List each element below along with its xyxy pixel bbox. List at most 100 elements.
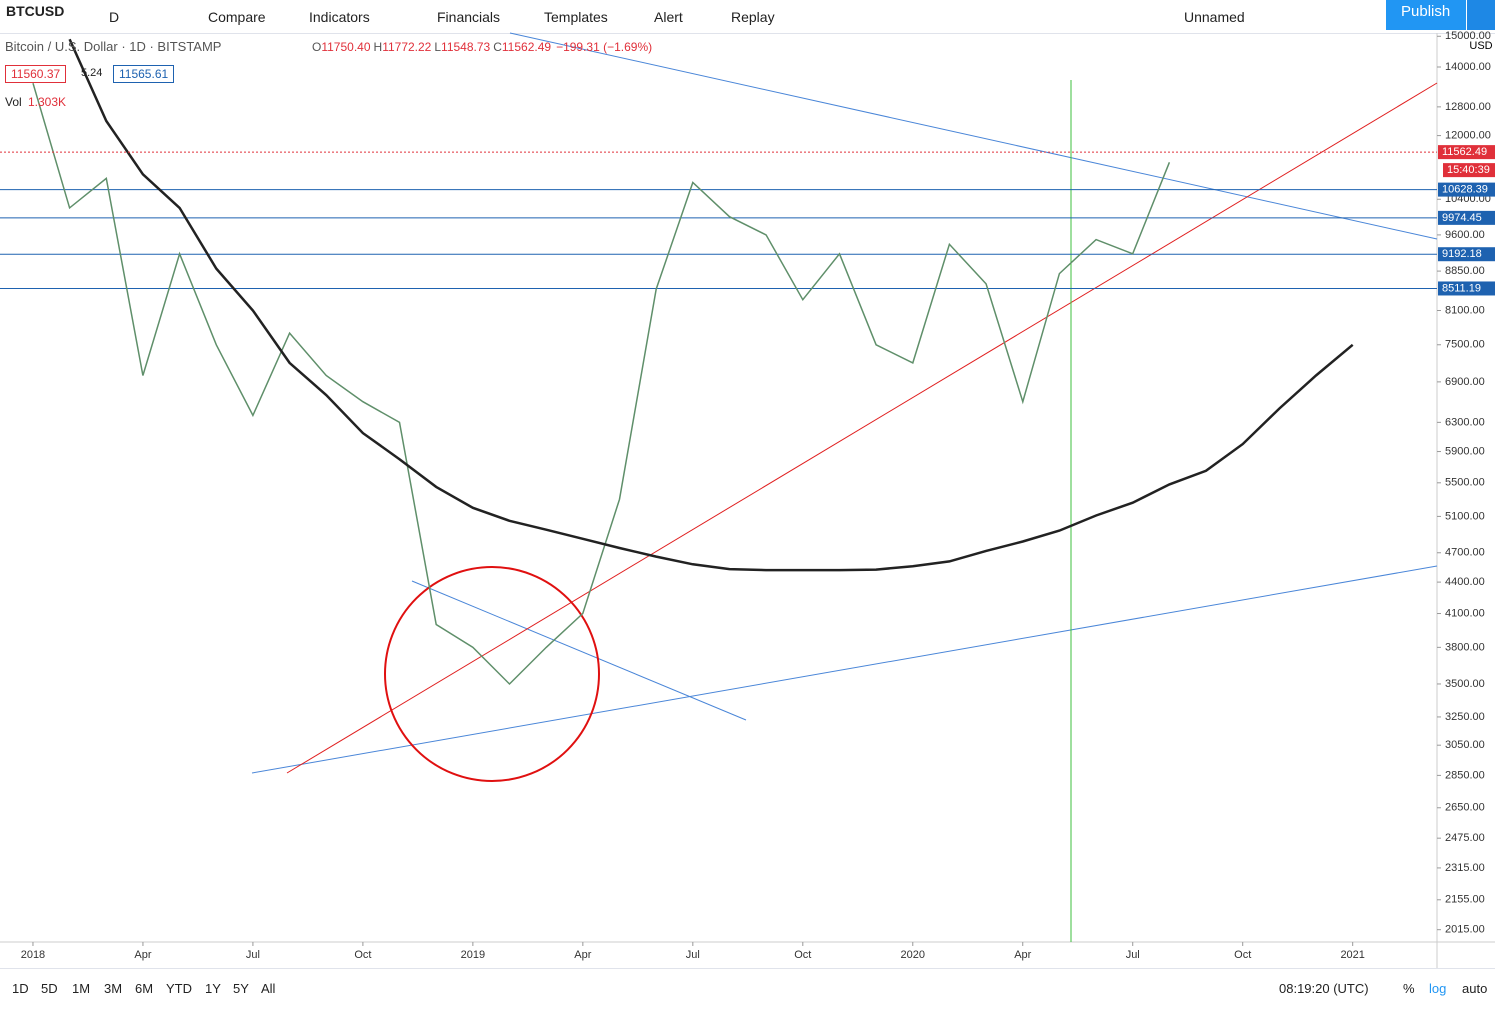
x-tick-label: Oct [794,949,811,961]
level-badge [1438,281,1495,296]
percent-toggle[interactable]: % [1403,981,1415,996]
y-tick-label: 2650.00 [1445,802,1485,814]
x-tick-label: 2020 [901,949,925,961]
y-tick-label: 2475.00 [1445,832,1485,844]
last-price-badge [1438,145,1495,160]
compare[interactable]: Compare [208,9,266,25]
x-tick-label: 2018 [21,949,45,961]
last-price-label: 11562.49 [1442,146,1487,158]
range-button[interactable]: 3M [104,981,123,996]
x-tick-label: 2021 [1340,949,1364,961]
layout-name[interactable]: Unnamed [1184,9,1245,25]
vol-value: 1.303K [28,95,67,109]
highlight-circle [384,566,600,782]
trendline [509,32,1438,240]
range-button[interactable]: 5Y [233,981,249,996]
y-tick-label: 6900.00 [1445,376,1485,388]
vol-label: Vol [5,95,22,109]
templates[interactable]: Templates [544,9,608,25]
bid: 11560.37 [5,65,67,83]
y-tick-label: 6300.00 [1445,416,1485,428]
trendline [251,565,1438,774]
publish-button[interactable] [1386,0,1466,30]
range-button[interactable]: 1M [72,981,91,996]
publish-menu[interactable] [1467,0,1495,30]
range-button[interactable]: YTD [166,981,192,996]
financials[interactable]: Financials [437,9,501,25]
x-tick-label: Jul [686,949,700,961]
change: −199.31 (−1.69%) [556,40,653,54]
ohlc-value: 11562.49 [501,40,552,54]
range-button[interactable]: 5D [41,981,58,996]
trendline [411,580,747,721]
y-tick-label: 8100.00 [1445,304,1485,316]
x-tick-label: 2019 [461,949,485,961]
y-tick-label: 2155.00 [1445,894,1485,906]
y-tick-label: 15000.00 [1445,30,1491,42]
countdown: 15:40:39 [1447,164,1490,176]
y-tick-label: 3050.00 [1445,739,1485,751]
series-line [32,82,1171,686]
currency: USD [1469,40,1492,52]
ohlc: O11750.40 H11772.22 L11548.73 C11562.49 −199… [309,40,652,54]
x-tick-label: Apr [134,949,151,961]
alert[interactable]: Alert [654,9,683,25]
y-tick-label: 2315.00 [1445,862,1485,874]
x-tick-label: Jul [1126,949,1140,961]
plot: 15000.0014000.0012800.0012000.0010400.00… [0,30,1495,961]
countdown-badge [1443,163,1495,178]
range-button[interactable]: 1D [12,981,29,996]
y-tick-label: 4700.00 [1445,547,1485,559]
symbol[interactable]: BTCUSD [6,3,65,19]
ohlc-value: 11548.73 [441,40,491,54]
spread: 5.24 [81,67,103,79]
series-line [68,38,1354,572]
level-badge [1438,210,1495,225]
range-button[interactable]: 6M [135,981,154,996]
x-tick-label: Apr [574,949,591,961]
interval[interactable]: D [109,9,120,25]
x-tick-label: Jul [246,949,260,961]
y-tick-label: 5900.00 [1445,445,1485,457]
auto-toggle[interactable]: auto [1462,981,1488,996]
y-tick-label: 12800.00 [1445,101,1491,113]
ohlc-key: C [493,40,502,54]
bottom-bar: 08:19:20 (UTC) % log auto 1D 5D 1M 3M 6M YTD 1… [0,968,1495,1010]
y-tick-label: 4100.00 [1445,607,1485,619]
x-tick-label: Oct [1234,949,1251,961]
level-label: 9192.18 [1442,248,1482,260]
ohlc-value: 11772.22 [382,40,432,54]
y-tick-label: 5500.00 [1445,477,1485,489]
indicators[interactable]: Indicators [309,9,370,25]
y-tick-label: 12000.00 [1445,129,1491,141]
y-tick-label: 2015.00 [1445,924,1485,936]
y-tick-label: 9600.00 [1445,229,1485,241]
y-tick-label: 4400.00 [1445,576,1485,588]
y-tick-label: 2850.00 [1445,769,1485,781]
toolbar: BTCUSD D Compare Indicators Financials T… [0,0,1495,34]
level-label: 8511.19 [1442,282,1481,294]
level-badge [1438,182,1495,197]
y-tick-label: 3250.00 [1445,711,1485,723]
ask: 11565.61 [113,65,175,83]
trendline [286,82,1438,774]
y-tick-label: 14000.00 [1445,61,1491,73]
y-tick-label: 5100.00 [1445,510,1485,522]
replay[interactable]: Replay [731,9,775,25]
y-tick-label: 7500.00 [1445,339,1485,351]
clock: 08:19:20 (UTC) [1279,981,1369,996]
ohlc-value: 11750.40 [321,40,371,54]
y-tick-label: 3500.00 [1445,678,1485,690]
y-tick-label: 3800.00 [1445,641,1485,653]
range-button[interactable]: All [261,981,276,996]
ohlc-key: H [373,40,383,54]
range-button[interactable]: 1Y [205,981,221,996]
level-label: 9974.45 [1442,212,1482,224]
log-toggle[interactable]: log [1429,981,1447,996]
ohlc-key: L [434,40,442,54]
level-label: 10628.39 [1442,184,1488,196]
publish[interactable]: Publish [1401,3,1451,20]
level-badge [1438,247,1495,262]
